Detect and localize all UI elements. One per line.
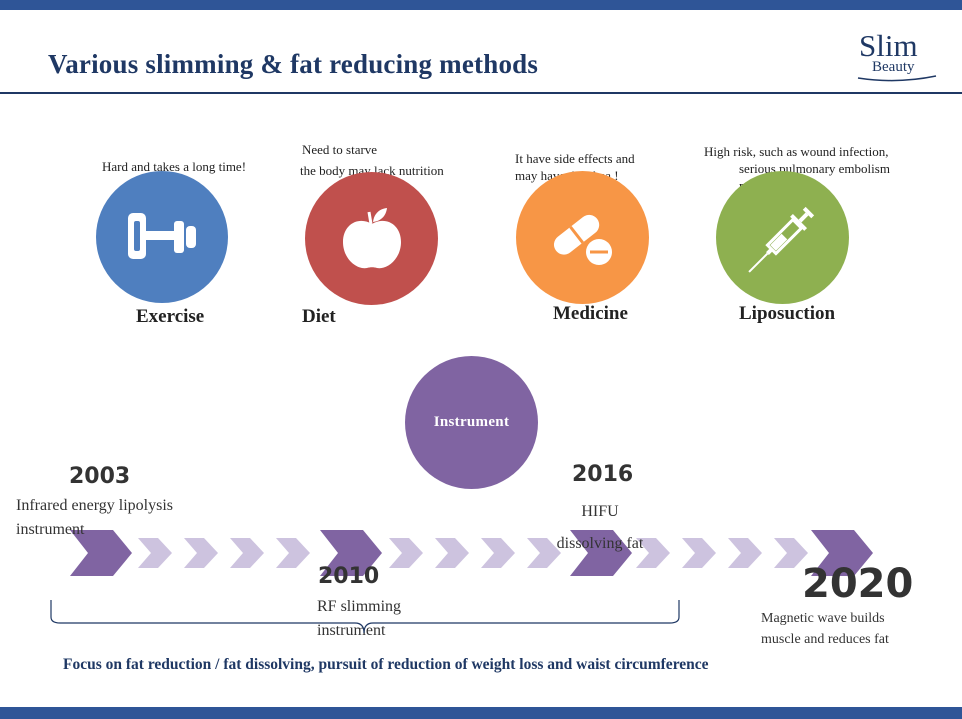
exercise-label: Exercise — [136, 306, 205, 327]
exercise-note: Hard and takes a long time! — [102, 158, 246, 175]
desc-2003-line-2: instrument — [16, 521, 85, 538]
desc-2003-line-1: Infrared energy lipolysis — [16, 497, 173, 514]
liposuction-note-line-1: High risk, such as wound infection, — [704, 144, 889, 159]
desc-2010: RF slimming instrument — [317, 595, 401, 643]
liposuction-circle — [716, 171, 849, 304]
diet-note-line-2: the body may lack nutrition — [300, 163, 444, 178]
desc-2016: HIFU dissolving fat — [550, 496, 650, 560]
exercise-circle — [96, 171, 228, 303]
desc-2010-line-1: RF slimming — [317, 598, 402, 615]
medicine-note-line-1: It have side effects and — [515, 151, 635, 166]
liposuction-label: Liposuction — [739, 303, 836, 324]
desc-2020-line-2: muscle and reduces fat — [761, 632, 889, 647]
instrument-label: Instrument — [433, 414, 510, 430]
exercise-note-line: Hard and takes a long time! — [102, 159, 247, 174]
desc-2003: Infrared energy lipolysis instrument — [16, 494, 173, 542]
diet-label: Diet — [302, 306, 336, 327]
timeline-arrow-2016 — [570, 530, 632, 576]
desc-2016-line-1: HIFU — [581, 503, 619, 520]
apple-icon — [342, 207, 401, 268]
desc-2020-line-1: Magnetic wave builds — [761, 611, 885, 626]
top-banner — [0, 0, 962, 10]
bottom-banner — [0, 707, 962, 719]
logo-text-slim: Slim — [859, 28, 918, 63]
diet-note-line-1: Need to starve — [302, 142, 378, 157]
timeline-arrow-2010 — [320, 530, 382, 576]
desc-2010-line-2: instrument — [317, 622, 386, 639]
year-2010: 2010 — [318, 564, 380, 589]
desc-2020: Magnetic wave builds muscle and reduces … — [761, 608, 889, 650]
year-2016: 2016 — [572, 462, 634, 487]
pills-icon — [553, 214, 612, 265]
logo-swoosh — [857, 75, 937, 82]
logo-text-beauty: Beauty — [872, 59, 915, 75]
focus-statement: Focus on fat reduction / fat dissolving,… — [63, 656, 709, 673]
diet-circle — [305, 172, 438, 305]
medicine-label: Medicine — [553, 303, 628, 324]
timeline-arrows — [70, 530, 873, 576]
year-2020: 2020 — [802, 561, 914, 607]
diet-note: Need to starve the body may lack nutriti… — [300, 141, 460, 179]
page-title: Various slimming & fat reducing methods — [48, 49, 539, 79]
timeline-light-chevrons — [138, 538, 808, 568]
desc-2016-line-2: dissolving fat — [556, 535, 644, 552]
year-2003: 2003 — [69, 464, 131, 489]
dumbbell-icon — [128, 213, 196, 259]
timeline-brace — [50, 600, 680, 634]
slim-beauty-logo: Slim Beauty — [856, 30, 938, 88]
timeline-arrow-2003 — [70, 530, 132, 576]
title-divider — [0, 92, 962, 94]
instrument-circle: Instrument — [405, 356, 538, 489]
syringe-icon — [747, 206, 814, 273]
medicine-circle — [516, 171, 649, 304]
timeline-arrow-2020 — [811, 530, 873, 576]
